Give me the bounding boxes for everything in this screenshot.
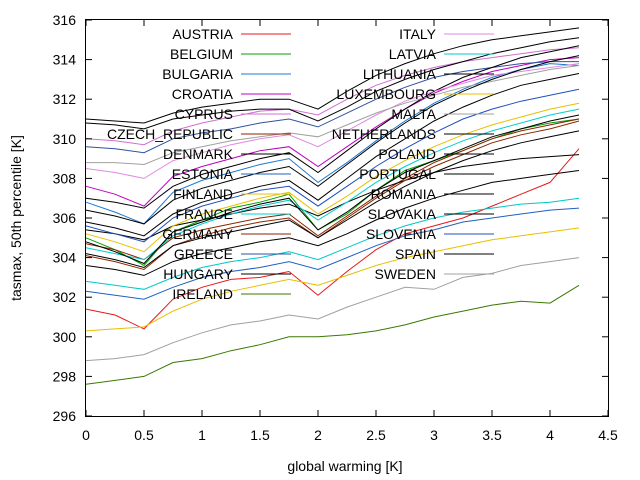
x-tick-label: 4 — [546, 427, 554, 443]
series-line-slovakia — [85, 73, 580, 237]
legend-label-spain: SPAIN — [395, 246, 436, 262]
y-tick-label: 308 — [53, 170, 77, 186]
legend-label-malta: MALTA — [391, 106, 436, 122]
legend: AUSTRIA BELGIUM BULGARIA CROATIA CYPRUS CZECH… — [107, 26, 494, 302]
y-tick-label: 304 — [53, 250, 77, 266]
series-line-romania — [85, 55, 580, 225]
legend-label-cyprus: CYPRUS — [175, 106, 233, 122]
series-line-sweden — [85, 257, 580, 362]
legend-label-italy: ITALY — [399, 26, 436, 42]
series-line-bulgaria — [85, 63, 580, 225]
legend-label-sweden: SWEDEN — [375, 266, 436, 282]
series-line-latvia — [85, 197, 580, 290]
x-tick-label: 3.5 — [482, 427, 502, 443]
series-line-portugal — [85, 37, 580, 130]
x-tick-label: 4.5 — [598, 427, 618, 443]
y-tick-label: 300 — [53, 329, 77, 345]
series-line-estonia — [85, 207, 580, 300]
series-line-hungary — [85, 45, 580, 209]
legend-label-ireland: IRELAND — [172, 286, 233, 302]
y-tick-label: 298 — [53, 368, 77, 384]
legend-label-netherlands: NETHERLANDS — [332, 126, 436, 142]
series-line-cyprus — [85, 47, 580, 146]
y-tick-label: 296 — [53, 408, 77, 424]
legend-label-estonia: ESTONIA — [172, 166, 234, 182]
series-line-ireland — [85, 284, 580, 385]
series-line-luxembourg — [85, 102, 580, 253]
legend-label-lithuania: LITHUANIA — [363, 66, 437, 82]
x-tick-label: 2.5 — [366, 427, 386, 443]
legend-label-romania: ROMANIA — [371, 186, 437, 202]
legend-label-denmark: DENMARK — [163, 146, 234, 162]
legend-label-croatia: CROATIA — [172, 86, 234, 102]
y-tick-label: 310 — [53, 131, 77, 147]
legend-label-slovakia: SLOVAKIA — [368, 206, 437, 222]
x-tick-label: 1.5 — [250, 427, 270, 443]
y-tick-label: 302 — [53, 289, 77, 305]
series-line-malta — [86, 65, 580, 166]
legend-label-belgium: BELGIUM — [170, 46, 233, 62]
series-line-austria — [85, 148, 580, 330]
y-tick-label: 314 — [53, 52, 77, 68]
series-line-croatia — [85, 57, 580, 207]
plot-frame — [85, 19, 609, 417]
x-tick-label: 2 — [314, 427, 322, 443]
legend-label-poland: POLAND — [378, 146, 436, 162]
series-line-czech-republic — [85, 118, 580, 261]
legend-label-hungary: HUNGARY — [163, 266, 233, 282]
legend-label-luxembourg: LUXEMBOURG — [336, 86, 436, 102]
x-tick-label: 3 — [430, 427, 438, 443]
series-line-netherlands — [85, 114, 580, 265]
series-line-slovenia — [85, 88, 580, 243]
legend-label-slovenia: SLOVENIA — [366, 226, 437, 242]
series-layer — [85, 27, 580, 385]
x-tick-label: 0 — [82, 427, 90, 443]
series-line-greece — [85, 61, 579, 154]
series-line-finland — [85, 227, 580, 332]
legend-label-bulgaria: BULGARIA — [162, 66, 233, 82]
series-line-denmark — [85, 154, 580, 241]
axis-layer: 0 0.5 1 1.5 2 2.5 3 3.5 4 4.5 296 298 300 302 304 306 30… — [53, 12, 618, 443]
y-axis-label: tasmax, 50th percentile [K] — [8, 135, 24, 301]
legend-label-austria: AUSTRIA — [172, 26, 233, 42]
series-line-france — [85, 108, 580, 261]
x-axis-label: global warming [K] — [287, 458, 402, 474]
y-tick-label: 312 — [53, 91, 77, 107]
series-line-poland — [85, 130, 580, 269]
series-line-spain — [85, 27, 580, 124]
y-tick-label: 306 — [53, 210, 77, 226]
legend-label-france: FRANCE — [175, 206, 233, 222]
legend-label-greece: GREECE — [174, 246, 233, 262]
series-line-lithuania — [85, 170, 580, 276]
x-tick-label: 0.5 — [134, 427, 154, 443]
legend-label-portugal: PORTUGAL — [359, 166, 436, 182]
y-tick-label: 316 — [53, 12, 77, 28]
legend-label-germany: GERMANY — [162, 226, 233, 242]
x-tick-label: 1 — [198, 427, 206, 443]
legend-label-finland: FINLAND — [173, 186, 233, 202]
legend-label-latvia: LATVIA — [389, 46, 437, 62]
legend-label-czech-republic: CZECH_REPUBLIC — [107, 126, 233, 142]
series-line-italy — [85, 63, 580, 179]
